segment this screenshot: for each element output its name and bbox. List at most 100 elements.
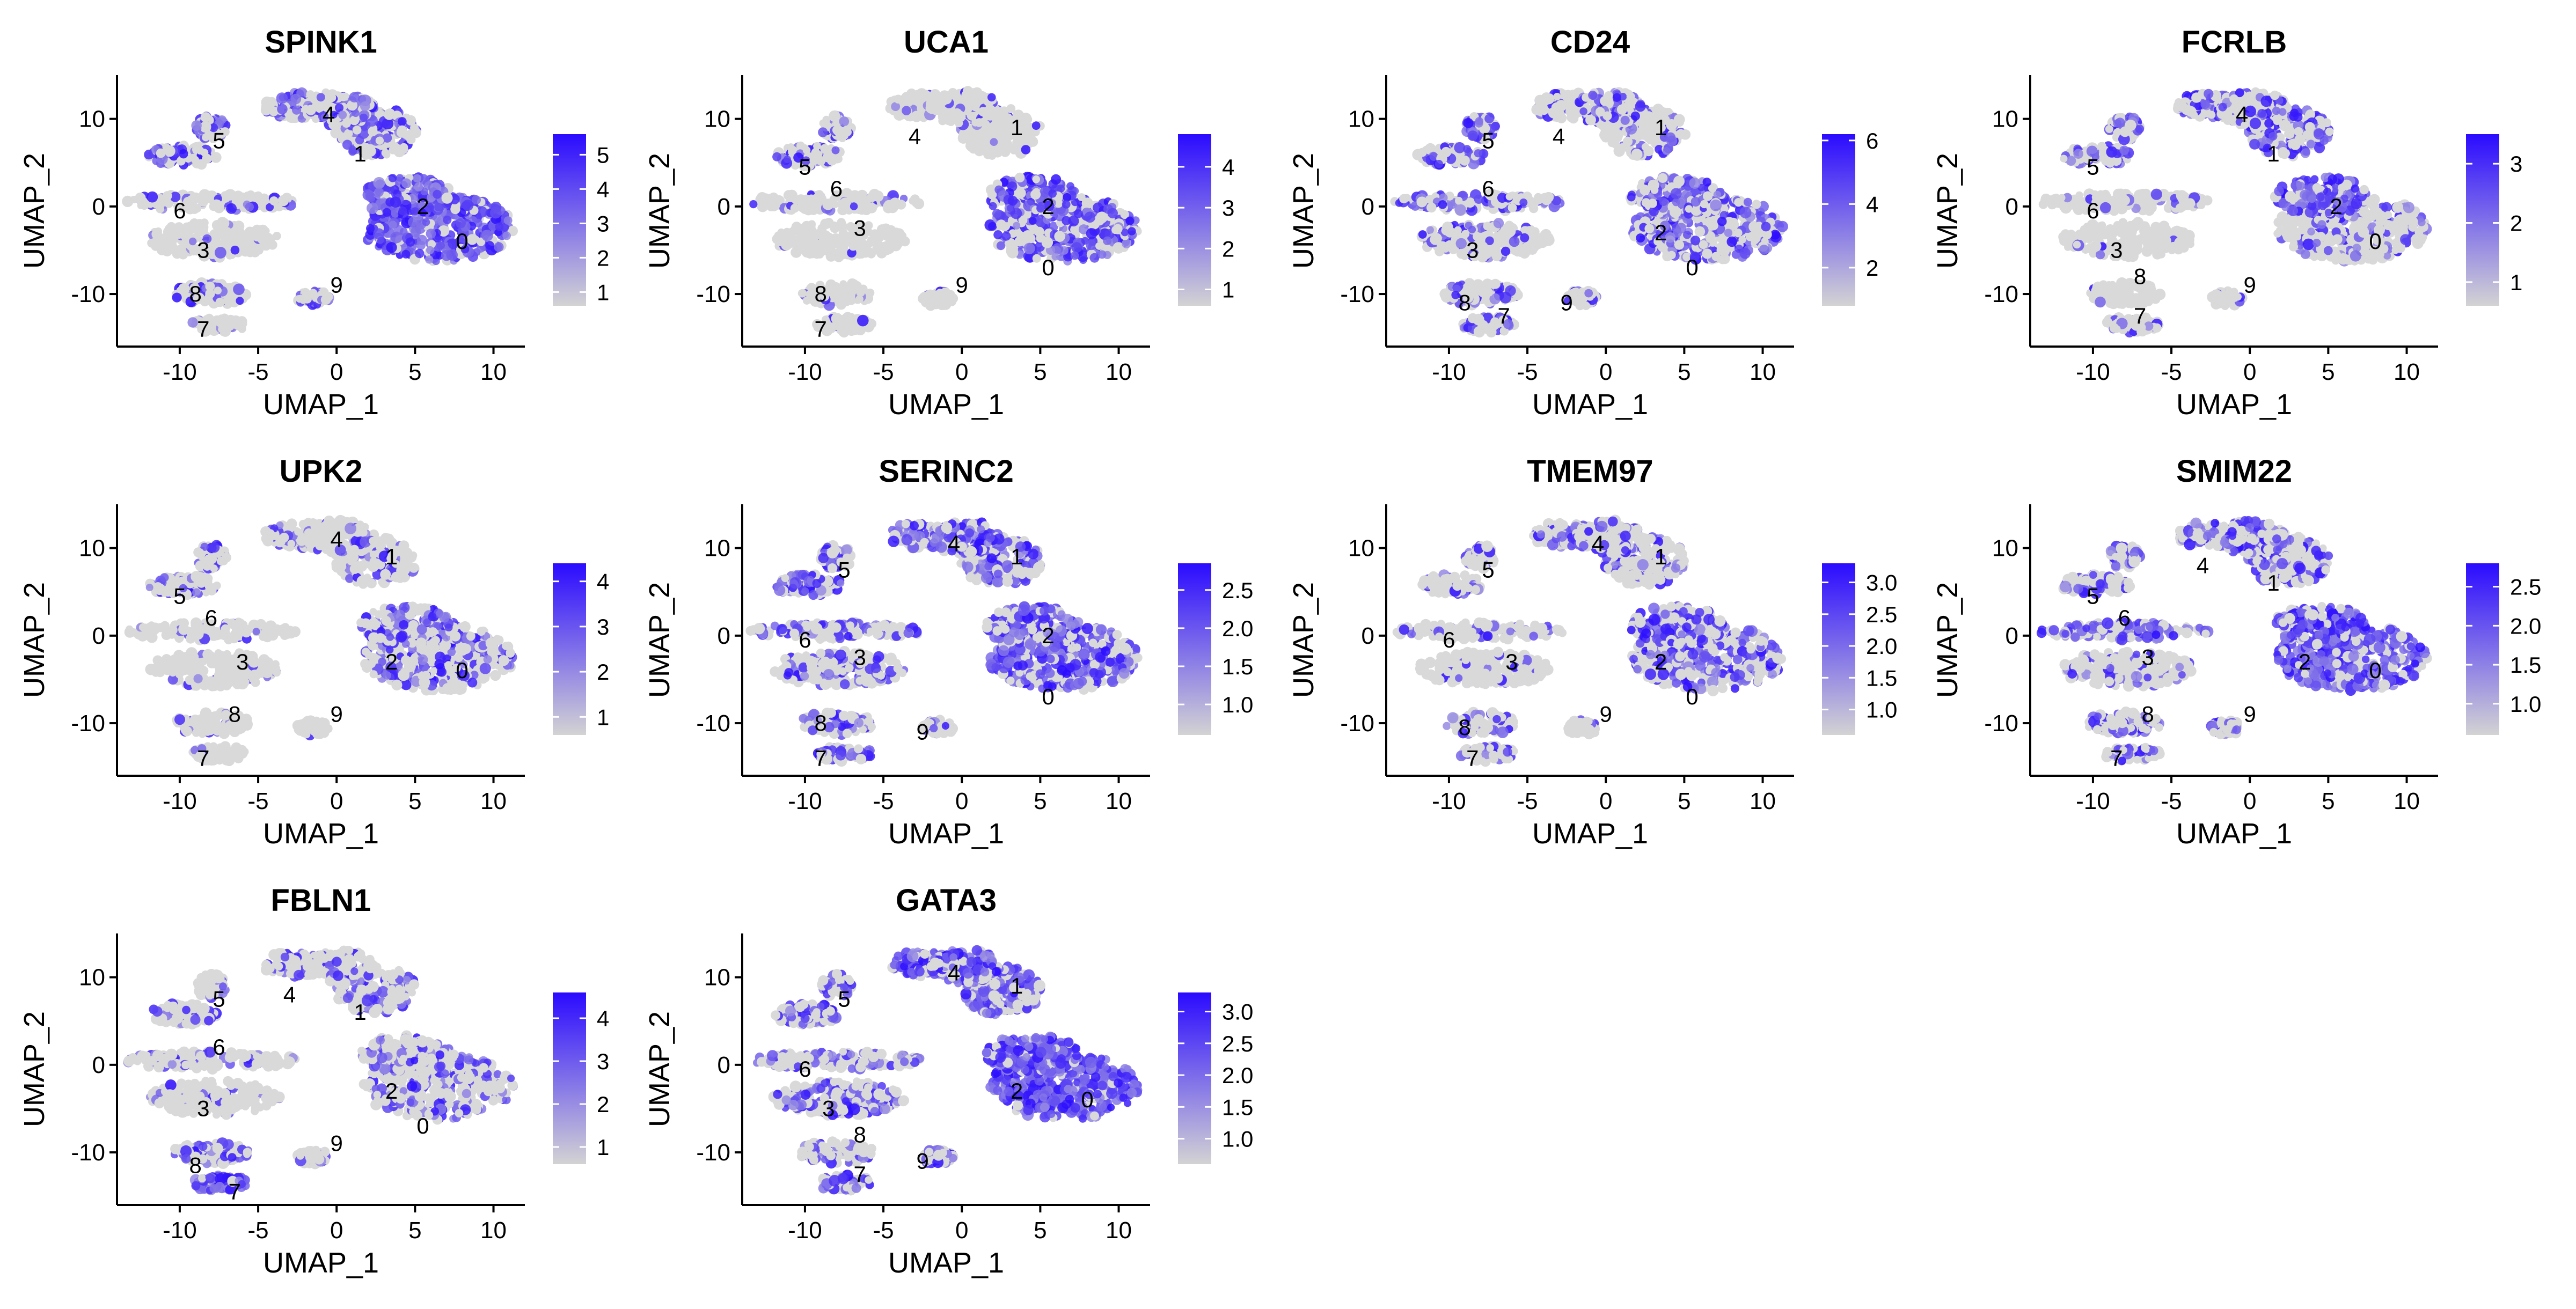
cell-point	[448, 238, 459, 249]
cell-point	[352, 126, 362, 135]
cell-point	[817, 242, 828, 252]
cluster-label-3: 3	[854, 216, 866, 241]
cell-point	[1435, 160, 1443, 168]
cell-point	[253, 193, 264, 203]
cell-point	[415, 248, 425, 259]
cell-point	[214, 202, 225, 214]
cell-point	[1539, 95, 1548, 105]
cell-point	[1084, 211, 1096, 223]
cell-point	[1659, 197, 1668, 206]
cell-point	[196, 159, 207, 170]
cell-point	[1706, 233, 1715, 244]
cell-point	[214, 286, 222, 295]
cluster-label-3: 3	[197, 238, 209, 263]
cell-point	[1539, 105, 1549, 115]
cell-point	[1667, 251, 1676, 260]
colorbar-label: 5	[597, 142, 609, 167]
cell-point	[831, 146, 840, 155]
cell-point	[803, 223, 814, 233]
cell-point	[839, 116, 850, 127]
panel-title: CD24	[1550, 25, 1630, 60]
cell-point	[456, 218, 466, 229]
cell-point	[1021, 145, 1031, 155]
colorbar	[1178, 134, 1211, 306]
cell-point	[494, 242, 504, 252]
cell-point	[1636, 233, 1645, 243]
cell-point	[477, 237, 486, 246]
cell-point	[388, 174, 397, 182]
cell-point	[917, 92, 926, 101]
cell-point	[1702, 248, 1713, 259]
cell-point	[991, 144, 1002, 156]
cell-point	[471, 195, 481, 205]
y-tick-label: 0	[718, 194, 730, 220]
cell-point	[1489, 280, 1498, 289]
cell-point	[1122, 239, 1132, 248]
cell-point	[1759, 245, 1769, 255]
cell-point	[872, 190, 884, 202]
cell-point	[384, 109, 395, 120]
cell-point	[985, 112, 995, 121]
cell-point	[988, 222, 997, 231]
x-tick-label: -10	[788, 359, 822, 385]
cell-point	[368, 126, 378, 137]
cell-point	[362, 189, 374, 201]
x-tick-label: -5	[248, 359, 269, 385]
cell-point	[1670, 188, 1682, 200]
cell-point	[1734, 198, 1743, 207]
cell-point	[215, 315, 227, 328]
cell-point	[135, 192, 146, 204]
cell-point	[1584, 289, 1593, 298]
cell-point	[845, 326, 853, 335]
cell-point	[1007, 195, 1018, 206]
cell-point	[867, 236, 876, 245]
cell-point	[802, 146, 811, 155]
cell-point	[1023, 242, 1035, 254]
cell-point	[290, 93, 302, 105]
cell-point	[1081, 197, 1093, 209]
cell-point	[191, 120, 202, 131]
cell-point	[939, 98, 948, 106]
cell-point	[365, 145, 376, 157]
cell-point	[147, 191, 158, 203]
cell-point	[391, 231, 402, 244]
cell-point	[398, 117, 407, 126]
colorbar-label: 3	[1222, 195, 1234, 220]
cell-point	[338, 111, 347, 120]
cell-point	[833, 313, 843, 322]
cell-point	[1543, 234, 1555, 246]
cell-point	[1455, 238, 1467, 249]
cell-point	[490, 207, 502, 219]
x-tick-label: -10	[163, 359, 197, 385]
cell-point	[1125, 216, 1135, 225]
cell-point	[899, 236, 910, 247]
cell-point	[1001, 231, 1011, 241]
cell-point	[1107, 208, 1118, 219]
cell-point	[894, 95, 902, 104]
cell-point	[1071, 242, 1082, 253]
cell-point	[1445, 240, 1454, 249]
cell-point	[441, 192, 453, 204]
cell-point	[359, 113, 368, 122]
cell-point	[1438, 200, 1447, 209]
cell-point	[210, 152, 222, 163]
cell-point	[410, 226, 421, 237]
cluster-label-3: 3	[1466, 238, 1479, 263]
cluster-label-0: 0	[1042, 255, 1054, 280]
cell-point	[1493, 218, 1504, 229]
cluster-label-2: 2	[416, 194, 429, 219]
cluster-label-2: 2	[1655, 220, 1667, 245]
cell-point	[1066, 182, 1074, 190]
cluster-label-0: 0	[456, 229, 468, 254]
cell-point	[1416, 196, 1428, 208]
cell-point	[156, 148, 166, 158]
cell-point	[1743, 197, 1752, 207]
cell-point	[466, 234, 478, 245]
cell-point	[837, 206, 846, 215]
colorbar-label: 1	[1222, 277, 1234, 303]
cell-point	[233, 220, 245, 232]
cell-point	[1455, 196, 1463, 205]
cell-point	[1454, 204, 1466, 216]
colorbar-label: 4	[597, 177, 609, 202]
cell-point	[815, 190, 824, 200]
